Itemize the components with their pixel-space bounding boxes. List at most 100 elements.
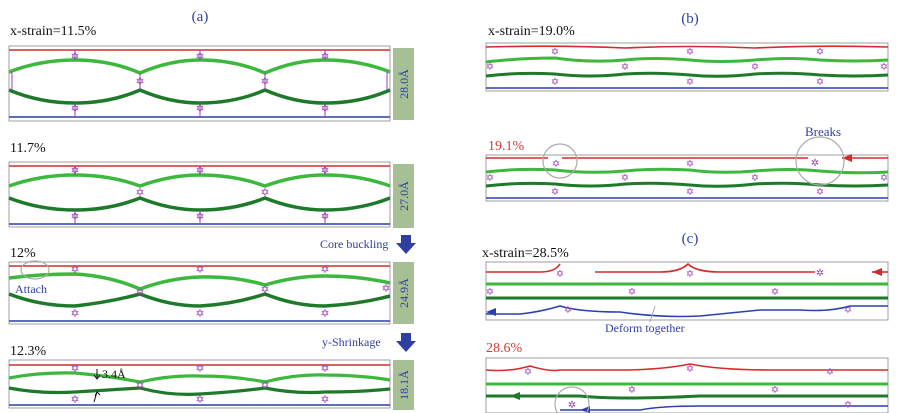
svg-text:✡: ✡ [816,47,824,58]
row-c2-linker-icons: ✡ ✡ ✡ ✡ ✡ ✲ ✡ [524,364,852,411]
row-c1-red-strand-left [486,263,561,273]
svg-text:✡: ✡ [135,187,144,199]
row-b1-frame [485,42,889,92]
row-a4-dark-green-strand [8,386,391,396]
svg-text:✡: ✡ [70,211,79,223]
svg-text:✡: ✡ [320,363,329,375]
row-b2-strain: 19.1% [488,139,525,154]
row-a2-dark-green-strand [8,196,391,212]
row-a2-gap-box [393,164,414,228]
svg-text:✡: ✡ [621,173,629,184]
svg-text:✡: ✡ [195,51,204,63]
row-c1-frame [485,261,889,321]
row-b1-strain: x-strain=19.0% [488,24,575,39]
svg-text:✡: ✡ [816,187,824,198]
svg-text:✡: ✡ [195,103,204,115]
row-b1-linker-icons: ✡ ✡ ✡ ✡ ✡ ✡ ✡ ✡ ✡ ✡ [486,47,888,88]
row-a2-crosslinks [74,166,326,224]
row-c1-red-end-icon [872,268,882,276]
attach-label: Attach [15,282,47,296]
row-a1-gap-label: 28.0Å [397,69,411,99]
svg-text:✡: ✡ [686,364,694,375]
row-a2-gap-label: 27.0Å [397,181,411,211]
svg-text:✡: ✡ [320,264,329,276]
svg-text:✡: ✡ [195,211,204,223]
svg-text:✡: ✡ [135,380,144,392]
svg-text:✡: ✡ [320,308,329,320]
row-c1-linker-icons: ✡ ✡ ✲ ✡ ✡ ✡ ✡ ✡ [486,268,852,316]
svg-text:✲: ✲ [568,400,576,411]
svg-text:✡: ✡ [70,51,79,63]
svg-text:✡: ✡ [552,159,560,170]
svg-text:✡: ✡ [320,51,329,63]
svg-text:✡: ✡ [880,62,888,73]
svg-text:✡: ✡ [751,62,759,73]
svg-text:✡: ✡ [486,62,494,73]
attach-circle [20,260,50,280]
svg-text:✡: ✡ [486,287,494,298]
row-a1-strain: x-strain=11.5% [10,24,97,39]
break-circle-left [542,143,578,179]
row-a4-linker-icons: ✡ ✡ ✡ ✡ ✡ ✡ ✡ ✡ [70,363,329,406]
svg-text:✡: ✡ [70,165,79,177]
row-a3-gap-label: 24.9Å [397,278,411,308]
row-a3-dark-green-strand [8,292,391,308]
row-a1-linker-icons: ✡ ✡ ✡ ✡ ✡ ✡ ✡ ✡ [70,51,329,115]
svg-text:✡: ✡ [320,103,329,115]
row-a2-linker-icons: ✡ ✡ ✡ ✡ ✡ ✡ ✡ ✡ [70,165,329,223]
row-a1-crosslinks [11,50,388,117]
row-a4-dimension-arrows [93,369,101,403]
row-a2-strain: 11.7% [10,141,46,156]
svg-text:✡: ✡ [816,77,824,88]
row-a4-gap-box [393,360,414,410]
row-b2-frame [485,154,889,202]
svg-text:✡: ✡ [844,305,852,316]
row-c1-blue-end-icon [486,308,496,316]
row-a3-light-green-strand [8,272,391,291]
row-c2-green-end-icon [510,392,520,400]
row-a4-frame [8,359,391,409]
row-a1-gap-box [393,48,414,120]
breaks-label: Breaks [805,124,841,139]
svg-text:✡: ✡ [628,287,636,298]
row-a2-frame [8,161,391,228]
row-b1-dark-green-strand [485,71,889,78]
deform-together-label: Deform together [605,321,685,335]
svg-text:✡: ✡ [70,363,79,375]
svg-text:✡: ✡ [135,76,144,88]
core-buckling-label: Core buckling [320,237,388,251]
svg-text:✡: ✡ [686,47,694,58]
row-a4-dimension-label: 3.4Å [102,367,126,381]
deform-together-pointer [649,305,656,323]
y-shrinkage-arrow-icon [396,333,416,352]
row-a1-dark-green-strand [8,88,391,105]
y-shrinkage-label: y-Shrinkage [322,335,381,349]
break-circle-c2 [554,386,590,413]
svg-text:✡: ✡ [70,308,79,320]
row-c2-red-strand [485,363,888,372]
svg-text:✡: ✡ [551,77,559,88]
panel-b-label: (b) [681,11,699,27]
svg-text:✡: ✡ [771,287,779,298]
row-b2-linker-icons: ✡ ✡ ✲ ✡ ✡ ✡ ✡ ✡ ✡ ✡ [486,158,888,198]
row-a3-gap-box [393,262,414,324]
svg-text:✡: ✡ [486,173,494,184]
svg-text:✲: ✲ [816,268,824,279]
row-c2-dark-green-strand [486,394,888,400]
svg-text:✡: ✡ [524,367,532,378]
svg-text:✡: ✡ [628,385,636,396]
svg-text:✡: ✡ [551,47,559,58]
row-a4-light-green-strand [8,371,391,384]
row-c1-blue-strand [486,305,888,318]
row-b1-light-green-strand [485,56,889,64]
svg-text:✡: ✡ [195,308,204,320]
svg-text:✡: ✡ [320,394,329,406]
svg-text:✡: ✡ [260,284,269,296]
svg-text:✡: ✡ [195,165,204,177]
svg-text:✡: ✡ [135,287,144,299]
svg-text:✡: ✡ [195,363,204,375]
svg-text:✡: ✡ [564,305,572,316]
svg-text:✲: ✲ [811,158,819,169]
svg-text:✡: ✡ [70,103,79,115]
svg-text:✡: ✡ [551,187,559,198]
